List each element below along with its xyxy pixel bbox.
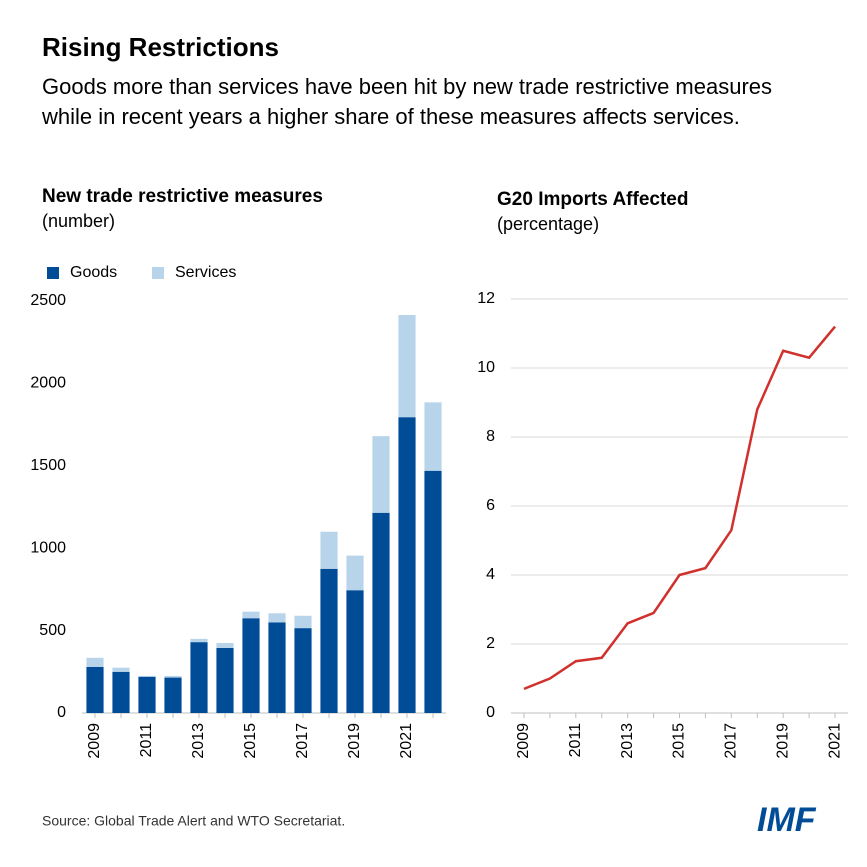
x-tick-label: 2021	[826, 723, 843, 759]
bar	[138, 676, 156, 713]
bar	[424, 470, 442, 713]
x-tick-label: 2013	[190, 723, 207, 759]
bar	[164, 675, 182, 678]
bar	[294, 615, 312, 629]
x-tick-label: 2013	[619, 723, 636, 759]
bar	[268, 613, 286, 623]
y-tick-label: 8	[486, 428, 495, 445]
x-tick-label: 2017	[723, 723, 740, 759]
chart-subtitle: (percentage)	[497, 214, 599, 234]
bar	[216, 642, 234, 648]
y-tick-label: 500	[39, 622, 66, 639]
bar	[190, 638, 208, 643]
bar	[112, 667, 130, 672]
x-tick-label: 2009	[515, 723, 532, 759]
source: Source: Global Trade Alert and WTO Secre…	[42, 813, 345, 829]
bar	[398, 417, 416, 713]
bar	[398, 315, 416, 418]
y-tick-label: 1000	[30, 539, 66, 556]
x-tick-label: 2011	[567, 723, 584, 758]
line	[523, 325, 836, 691]
legend-label: Goods	[70, 264, 117, 281]
bar	[86, 657, 104, 667]
x-tick-label: 2021	[398, 723, 415, 759]
chart-title: New trade restrictive measures	[42, 186, 323, 207]
bar	[372, 436, 390, 513]
y-tick-label: 10	[477, 359, 495, 376]
bar	[190, 642, 208, 713]
bar	[320, 531, 338, 569]
logo: IMF	[757, 801, 817, 839]
x-tick-label: 2019	[346, 723, 363, 759]
y-tick-label: 4	[486, 566, 495, 583]
bar	[268, 622, 286, 713]
bar	[320, 568, 338, 713]
chart-title: G20 Imports Affected	[497, 189, 688, 210]
y-tick-label: 1500	[30, 457, 66, 474]
bar	[216, 647, 234, 713]
bar	[346, 590, 364, 713]
page-title: Rising Restrictions	[42, 32, 279, 62]
y-tick-label: 12	[477, 290, 495, 307]
legend-label: Services	[175, 264, 236, 281]
y-tick-label: 2500	[30, 292, 66, 309]
bar	[424, 402, 442, 471]
y-tick-label: 6	[486, 497, 495, 514]
x-tick-label: 2009	[86, 723, 103, 759]
y-tick-label: 2000	[30, 375, 66, 392]
x-tick-label: 2011	[138, 723, 155, 758]
x-tick-label: 2019	[774, 723, 791, 759]
bar	[242, 611, 260, 619]
bar	[372, 512, 390, 713]
bar	[346, 555, 364, 591]
x-tick-label: 2015	[671, 723, 688, 759]
chart-subtitle: (number)	[42, 211, 115, 231]
y-tick-label: 0	[486, 704, 495, 721]
y-tick-label: 2	[486, 635, 495, 652]
bar	[294, 628, 312, 713]
y-tick-label: 0	[57, 704, 66, 721]
bar	[242, 618, 260, 713]
legend-swatch	[47, 267, 59, 279]
bar	[138, 675, 156, 677]
page-subtitle: Goods more than services have been hit b…	[42, 74, 773, 129]
x-tick-label: 2017	[294, 723, 311, 759]
bar	[86, 666, 104, 713]
legend-swatch	[152, 267, 164, 279]
x-tick-label: 2015	[242, 723, 259, 759]
bar	[164, 677, 182, 713]
bar	[112, 671, 130, 713]
